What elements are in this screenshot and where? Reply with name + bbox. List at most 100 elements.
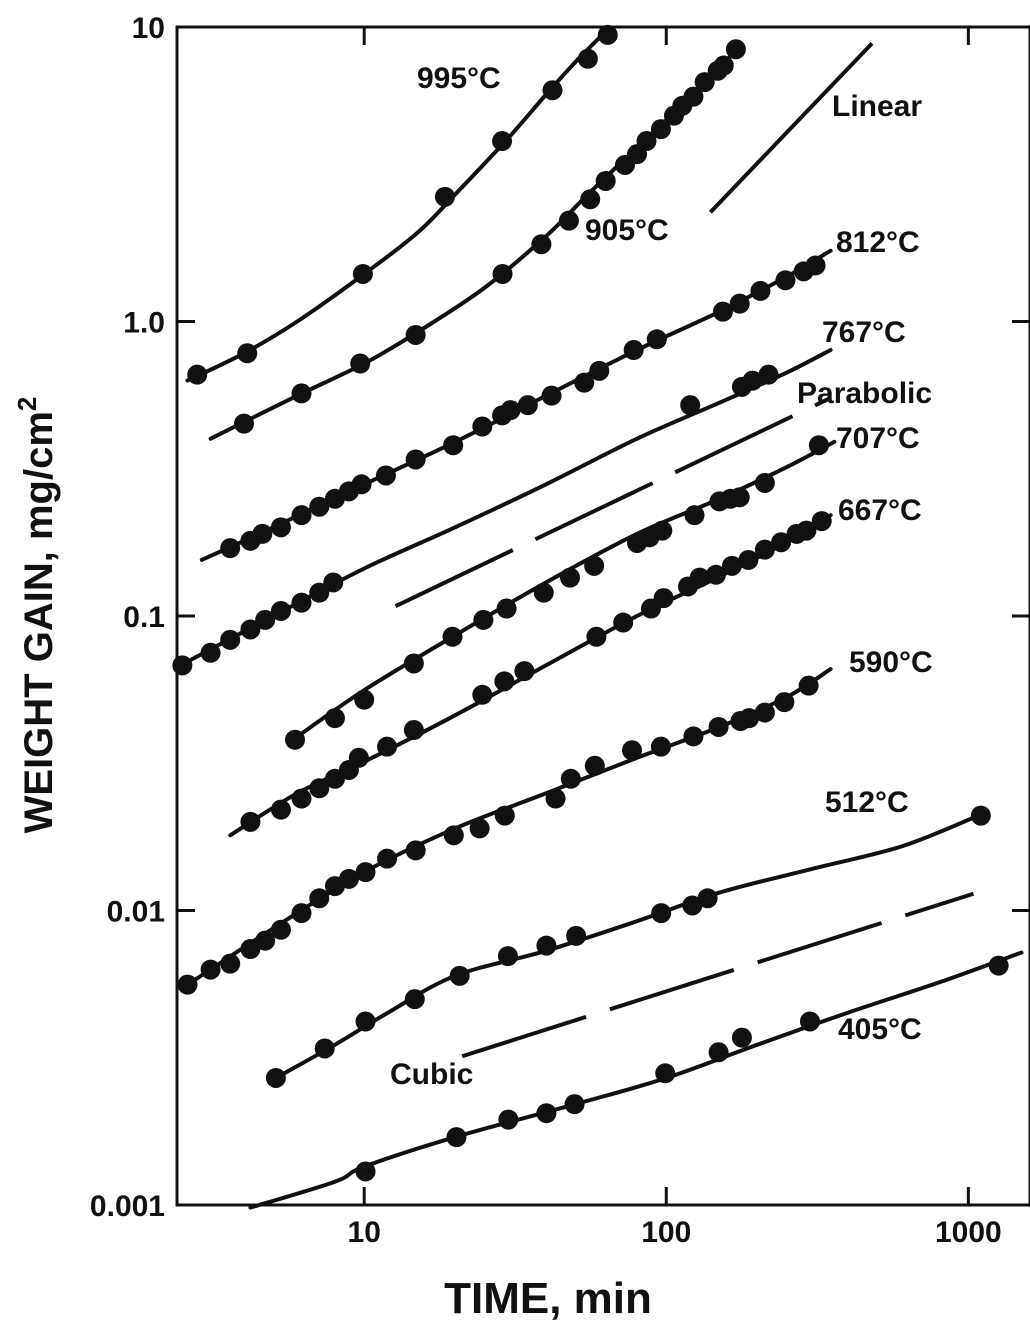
data-point-995c-2 xyxy=(352,263,373,284)
data-point-995c-5 xyxy=(542,80,563,101)
data-point-707c-8 xyxy=(559,567,580,588)
data-point-707c-9 xyxy=(584,555,605,576)
data-point-667c-22 xyxy=(771,532,792,553)
data-point-590c-17 xyxy=(560,768,581,789)
x-tick-label-0: 10 xyxy=(348,1216,381,1249)
data-point-667c-6 xyxy=(348,747,369,768)
data-point-707c-0 xyxy=(284,729,305,750)
data-point-707c-6 xyxy=(496,598,517,619)
data-point-405c-5 xyxy=(655,1063,676,1084)
label-767: 767°C xyxy=(822,316,906,349)
data-point-812c-8 xyxy=(351,474,372,495)
label-512: 512°C xyxy=(825,786,909,819)
data-point-405c-4 xyxy=(564,1094,585,1115)
data-point-512c-5 xyxy=(497,946,518,967)
data-point-667c-2 xyxy=(291,788,312,809)
data-point-707c-2 xyxy=(354,689,375,710)
data-point-667c-24 xyxy=(796,520,817,541)
data-point-707c-5 xyxy=(473,609,494,630)
data-point-812c-11 xyxy=(443,435,464,456)
x-tick-label-1: 100 xyxy=(641,1216,691,1249)
data-point-405c-3 xyxy=(536,1103,557,1124)
data-point-667c-1 xyxy=(270,799,291,820)
data-point-512c-0 xyxy=(265,1067,286,1088)
data-point-590c-13 xyxy=(443,825,464,846)
data-point-812c-16 xyxy=(541,385,562,406)
data-point-667c-10 xyxy=(494,671,515,692)
label-590: 590°C xyxy=(849,646,933,679)
data-point-812c-0 xyxy=(220,538,241,559)
data-point-812c-14 xyxy=(500,400,521,421)
data-point-905c-15 xyxy=(683,86,704,107)
curve-707c xyxy=(290,439,837,742)
data-point-590c-22 xyxy=(708,716,729,737)
data-point-512c-3 xyxy=(404,989,425,1010)
data-point-667c-7 xyxy=(377,736,398,757)
data-point-590c-21 xyxy=(683,726,704,747)
curve-995c xyxy=(185,31,606,383)
data-point-905c-18 xyxy=(713,55,734,76)
data-point-767c-8 xyxy=(323,572,344,593)
data-point-590c-20 xyxy=(650,736,671,757)
data-point-667c-12 xyxy=(586,626,607,647)
y-tick-label-3: 1.0 xyxy=(123,307,165,340)
data-point-667c-25 xyxy=(811,511,832,532)
label-812: 812°C xyxy=(836,226,920,259)
data-point-590c-0 xyxy=(177,974,198,995)
data-point-590c-3 xyxy=(240,939,261,960)
label-995: 995°C xyxy=(417,62,501,95)
series-markers xyxy=(172,24,1009,1182)
data-point-405c-2 xyxy=(498,1109,519,1130)
label-667: 667°C xyxy=(838,494,922,527)
x-tick-label-2: 1000 xyxy=(935,1216,1002,1249)
reference-line-parabolic xyxy=(394,396,832,608)
data-point-812c-18 xyxy=(589,360,610,381)
reference-line-linear xyxy=(708,41,874,214)
data-point-995c-1 xyxy=(237,343,258,364)
data-point-905c-19 xyxy=(725,39,746,60)
data-point-707c-3 xyxy=(403,653,424,674)
data-point-767c-0 xyxy=(172,655,193,676)
label-405: 405°C xyxy=(838,1013,922,1046)
data-point-707c-1 xyxy=(324,708,345,729)
data-point-512c-7 xyxy=(566,925,587,946)
data-point-995c-4 xyxy=(492,131,513,152)
reference-line-cubic xyxy=(461,891,975,1059)
data-point-812c-4 xyxy=(291,505,312,526)
data-point-590c-19 xyxy=(621,740,642,761)
data-point-590c-11 xyxy=(377,848,398,869)
data-point-590c-12 xyxy=(405,840,426,861)
data-point-590c-25 xyxy=(754,702,775,723)
y-axis-title-text: WEIGHT GAIN, mg/cm xyxy=(17,411,61,833)
data-point-590c-18 xyxy=(584,755,605,776)
data-point-405c-6 xyxy=(708,1042,729,1063)
data-point-905c-3 xyxy=(405,324,426,345)
data-point-667c-0 xyxy=(240,811,261,832)
data-point-667c-3 xyxy=(309,778,330,799)
data-point-707c-13 xyxy=(684,505,705,526)
data-point-905c-6 xyxy=(558,210,579,231)
data-point-405c-8 xyxy=(799,1011,820,1032)
data-point-590c-6 xyxy=(291,903,312,924)
data-point-405c-1 xyxy=(446,1127,467,1148)
data-point-905c-4 xyxy=(492,263,513,284)
data-point-812c-2 xyxy=(252,523,273,544)
data-point-590c-14 xyxy=(469,818,490,839)
data-point-590c-16 xyxy=(545,788,566,809)
data-point-667c-19 xyxy=(721,555,742,576)
data-point-905c-5 xyxy=(531,234,552,255)
data-point-812c-5 xyxy=(309,496,330,517)
data-point-812c-17 xyxy=(574,372,595,393)
data-point-405c-9 xyxy=(988,955,1009,976)
data-point-767c-12 xyxy=(758,364,779,385)
curve-405c xyxy=(248,950,1024,1210)
y-tick-label-2: 0.1 xyxy=(123,601,165,634)
data-point-707c-4 xyxy=(442,626,463,647)
data-point-512c-8 xyxy=(651,903,672,924)
data-point-812c-9 xyxy=(375,465,396,486)
data-point-405c-7 xyxy=(731,1027,752,1048)
data-point-767c-9 xyxy=(680,395,701,416)
data-point-767c-1 xyxy=(200,642,221,663)
label-cubic: Cubic xyxy=(390,1058,473,1091)
data-point-812c-21 xyxy=(712,301,733,322)
